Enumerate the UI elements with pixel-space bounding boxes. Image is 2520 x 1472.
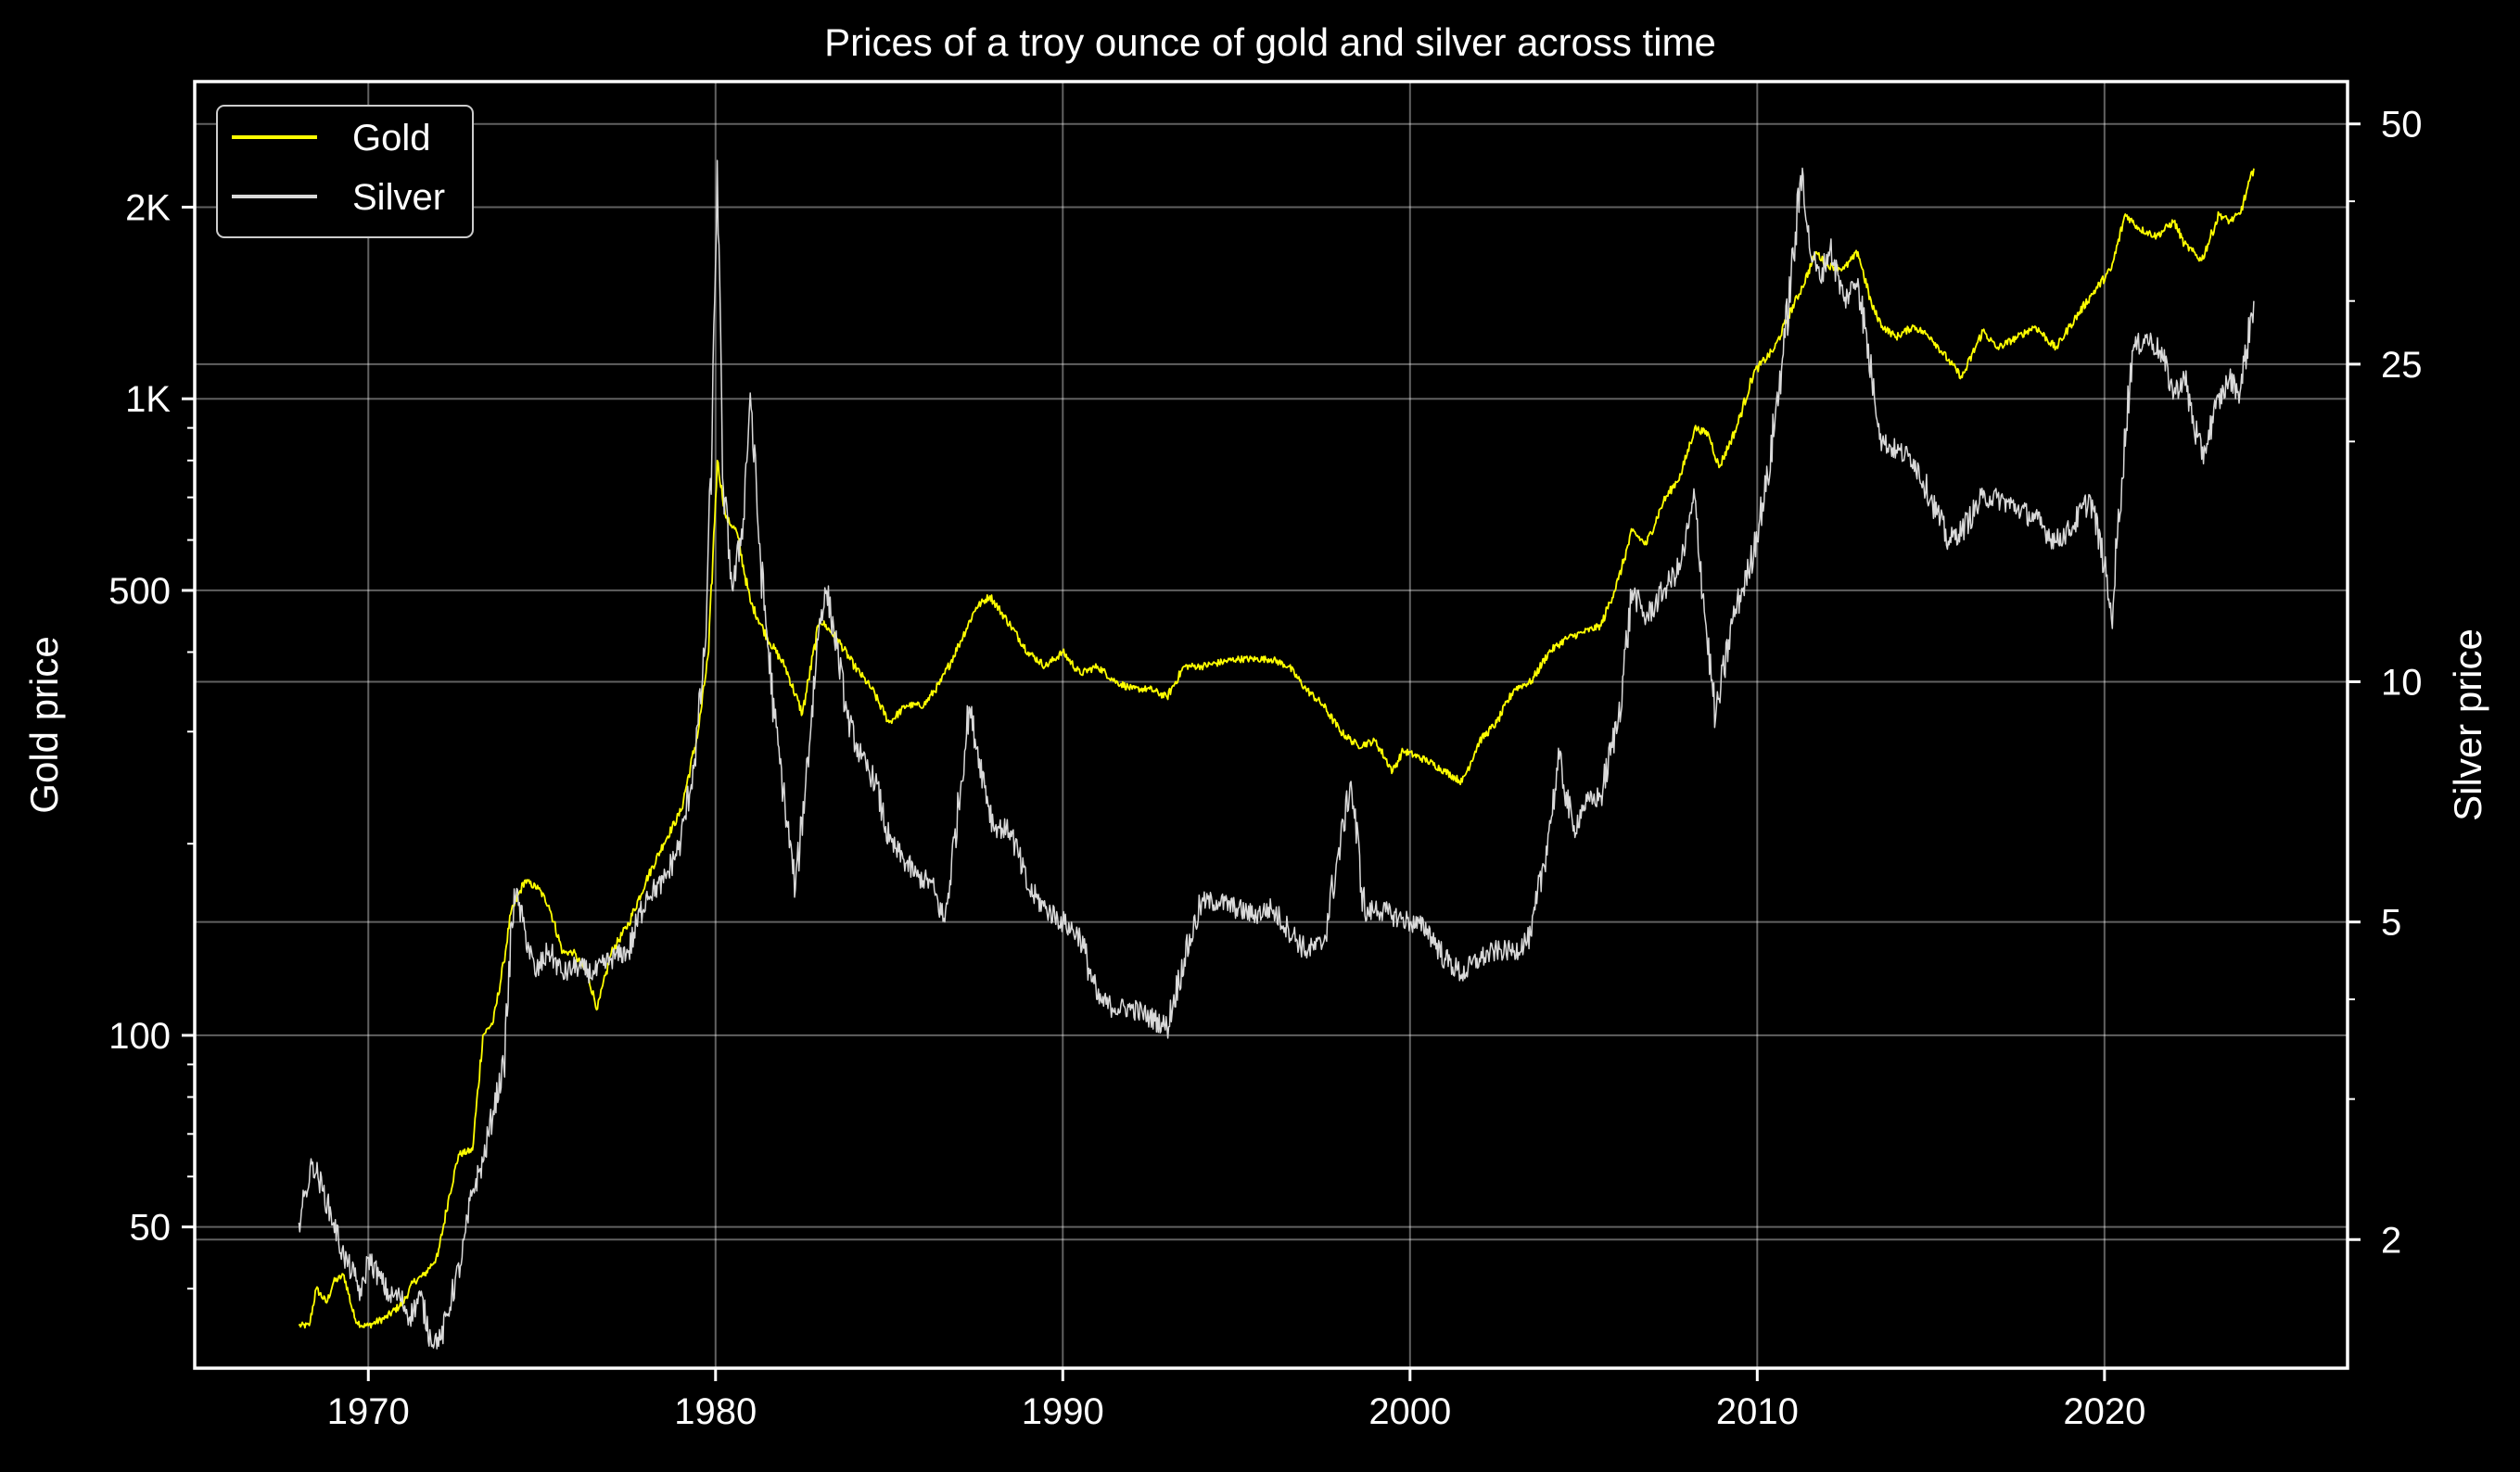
y-left-tick-label: 1K (125, 379, 171, 420)
y-axis-label-right: Silver price (2446, 628, 2489, 821)
y-right-tick-label: 5 (2381, 903, 2401, 944)
y-left-tick-label: 2K (125, 187, 171, 228)
series-line-gold (298, 168, 2255, 1329)
plot-frame (193, 80, 2349, 1370)
y-left-tick-label: 50 (130, 1208, 172, 1249)
x-tick-label: 1990 (1022, 1391, 1104, 1432)
series-line-silver (298, 159, 2255, 1350)
chart-title: Prices of a troy ounce of gold and silve… (824, 20, 1716, 64)
y-left-tick-label: 100 (108, 1016, 171, 1057)
grid (195, 82, 2348, 1368)
legend-label-silver: Silver (352, 177, 445, 218)
legend-label-gold: Gold (352, 118, 431, 159)
series-lines (298, 159, 2255, 1350)
x-tick-label: 1970 (327, 1391, 410, 1432)
legend: Gold Silver (216, 105, 474, 238)
x-tick-label: 2020 (2063, 1391, 2145, 1432)
x-tick-label: 2010 (1716, 1391, 1799, 1432)
x-tick-label: 1980 (674, 1391, 757, 1432)
x-tick-label: 2000 (1368, 1391, 1451, 1432)
y-right-tick-label: 2 (2381, 1220, 2401, 1261)
y-left-tick-label: 500 (108, 571, 171, 612)
y-right-tick-label: 25 (2381, 345, 2423, 386)
y-right-tick-label: 10 (2381, 662, 2423, 703)
y-right-tick-label: 50 (2381, 105, 2423, 146)
axis-ticks: 1970 1980 1990 2000 2010 2020501005001K2K2510… (108, 105, 2422, 1432)
y-axis-label-left: Gold price (22, 636, 66, 813)
